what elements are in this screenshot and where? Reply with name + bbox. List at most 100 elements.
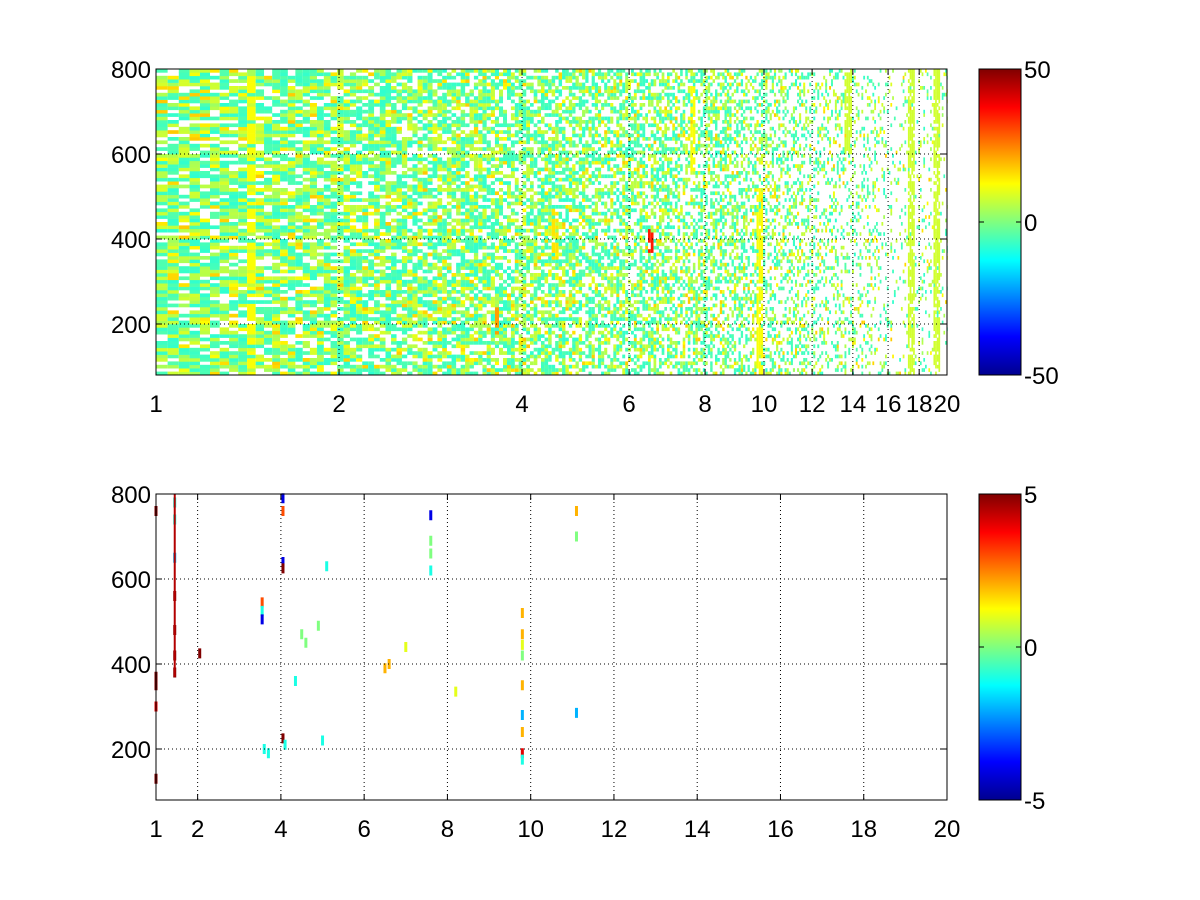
heatmap-cell xyxy=(295,252,303,257)
heatmap-cell xyxy=(417,276,423,281)
heatmap-cell xyxy=(379,310,386,315)
heatmap-cell xyxy=(526,269,530,274)
heatmap-cell xyxy=(451,99,457,104)
heatmap-cell xyxy=(582,283,586,287)
heatmap-cell xyxy=(349,137,357,141)
heatmap-cell xyxy=(330,218,338,223)
heatmap-cell xyxy=(494,317,500,321)
heatmap-cell xyxy=(229,303,239,308)
heatmap-cell xyxy=(437,120,443,124)
heatmap-cell xyxy=(486,273,491,277)
heatmap-cell xyxy=(385,188,392,192)
heatmap-cell xyxy=(178,269,190,274)
heatmap-cell xyxy=(427,109,433,114)
heatmap-cell xyxy=(533,205,538,209)
heatmap-cell xyxy=(565,215,569,219)
heatmap-cell xyxy=(391,262,397,267)
heatmap-cell xyxy=(264,194,273,199)
heatmap-cell xyxy=(482,82,487,87)
heatmap-cell xyxy=(229,106,239,111)
heatmap-cell xyxy=(451,327,457,332)
heatmap-cell xyxy=(422,361,428,366)
heatmap-cell xyxy=(544,147,549,151)
heatmap-cell xyxy=(407,205,413,209)
heatmap-cell xyxy=(247,92,256,97)
heatmap-cell xyxy=(316,69,324,73)
heatmap-cell xyxy=(422,184,428,189)
heatmap-cell xyxy=(442,211,447,216)
heatmap-cell xyxy=(437,273,443,277)
heatmap-cell xyxy=(537,201,541,206)
heatmap-cell xyxy=(209,205,220,209)
heatmap-cell xyxy=(280,72,288,77)
heatmap-cell xyxy=(272,188,281,192)
heatmap-cell xyxy=(510,218,515,223)
heatmap-cell xyxy=(362,368,369,372)
heatmap-cell xyxy=(374,103,380,107)
heatmap-cell xyxy=(537,296,541,301)
heatmap-cell xyxy=(287,344,296,349)
heatmap-cell xyxy=(578,354,583,359)
heatmap-cell xyxy=(469,69,474,73)
heatmap-cell xyxy=(247,126,256,131)
heatmap-cell xyxy=(486,347,491,352)
heatmap-cell xyxy=(460,69,466,73)
heatmap-cell xyxy=(417,157,423,162)
heatmap-cell xyxy=(456,262,461,267)
heatmap-cell xyxy=(555,259,559,264)
heatmap-cell xyxy=(494,123,500,128)
heatmap-cell xyxy=(238,120,248,124)
heatmap-cell xyxy=(287,89,296,94)
heatmap-cell xyxy=(412,344,418,349)
heatmap-cell xyxy=(247,201,256,206)
heatmap-cell xyxy=(309,364,317,369)
heatmap-cell xyxy=(401,232,408,236)
heatmap-cell xyxy=(272,218,281,223)
heatmap-cell xyxy=(417,249,423,253)
heatmap-cell xyxy=(460,371,466,376)
heatmap-cell xyxy=(442,283,447,287)
heatmap-cell xyxy=(456,82,461,87)
heatmap-cell xyxy=(295,99,303,104)
heatmap-cell xyxy=(446,249,452,253)
heatmap-cell xyxy=(287,174,296,179)
heatmap-cell xyxy=(451,307,457,311)
heatmap-cell xyxy=(238,181,248,185)
heatmap-cell xyxy=(514,245,519,250)
heatmap-cell xyxy=(578,262,583,267)
heatmap-cell xyxy=(199,324,210,328)
heatmap-cell xyxy=(499,232,504,236)
heatmap-cell xyxy=(506,307,511,311)
heatmap-cell xyxy=(514,303,519,308)
heatmap-cell xyxy=(555,358,559,362)
heatmap-cell xyxy=(582,99,586,104)
heatmap-cell xyxy=(490,225,495,230)
heatmap-cell xyxy=(280,279,288,284)
heatmap-cell xyxy=(396,300,402,304)
heatmap-cell xyxy=(427,317,433,321)
heatmap-cell xyxy=(309,177,317,182)
heatmap-cell xyxy=(199,296,210,301)
heatmap-cell xyxy=(565,194,569,199)
heatmap-cell xyxy=(247,300,256,304)
heatmap-cell xyxy=(548,113,552,117)
heatmap-cell xyxy=(287,286,296,291)
heatmap-cell xyxy=(272,79,281,83)
heatmap-cell xyxy=(548,344,552,349)
heatmap-cell xyxy=(337,358,344,362)
heatmap-cell xyxy=(337,137,344,141)
heatmap-cell xyxy=(533,133,538,138)
heatmap-cell xyxy=(247,106,256,111)
heatmap-cell xyxy=(451,354,457,359)
heatmap-cell xyxy=(506,225,511,230)
heatmap-cell xyxy=(522,109,527,114)
heatmap-cell xyxy=(558,320,563,325)
heatmap-cell xyxy=(356,184,363,189)
heatmap-cell xyxy=(575,351,579,355)
heatmap-cell xyxy=(316,358,324,362)
heatmap-cell xyxy=(490,120,495,124)
heatmap-cell xyxy=(572,245,576,250)
heatmap-cell xyxy=(473,286,479,291)
heatmap-cell xyxy=(562,337,566,342)
heatmap-cell xyxy=(178,256,190,260)
